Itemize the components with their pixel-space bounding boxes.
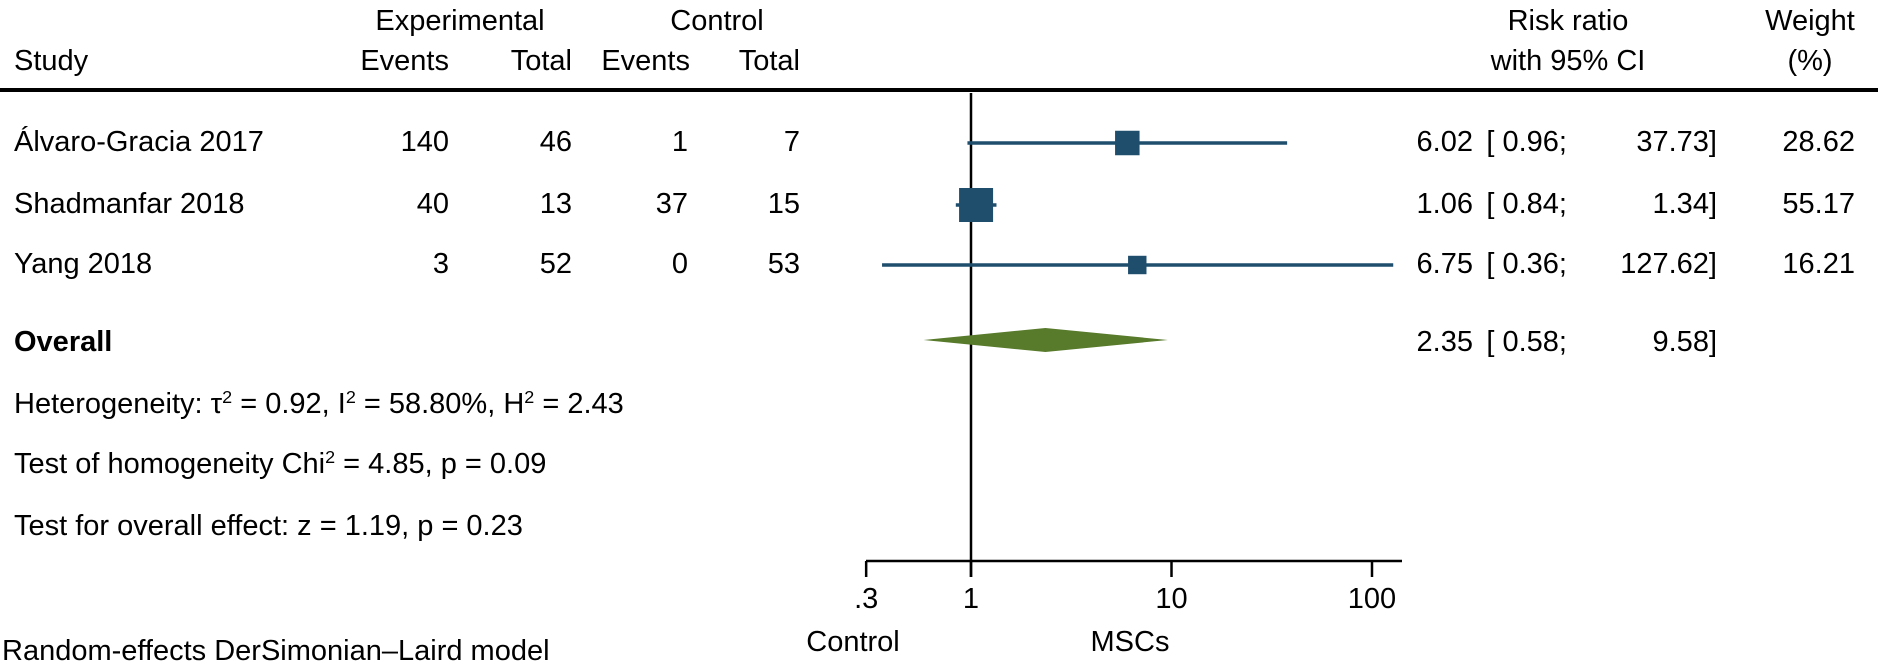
effect-square: [959, 188, 994, 222]
ci-high-text-value: 127.62]: [1620, 248, 1717, 281]
ci-low-text-value: [ 0.96;: [1486, 126, 1567, 159]
overall-effect-test-line: Test for overall effect: z = 1.19, p = 0…: [14, 510, 523, 543]
ctrl-total-value: 15: [767, 188, 800, 221]
experimental-group-header: Experimental: [375, 5, 545, 38]
x-axis-tick-label: 1: [962, 583, 980, 616]
stat-text: Heterogeneity: τ: [14, 388, 223, 421]
exp-total-value: 13: [539, 188, 572, 221]
exp-total-value: 52: [539, 248, 572, 281]
effect-square: [1128, 255, 1147, 275]
exp-events-value: 3: [432, 248, 449, 281]
weight-text-value: 28.62: [1782, 126, 1855, 159]
x-axis-tick-label: 10: [1155, 583, 1188, 616]
study-label: Yang 2018: [14, 248, 153, 281]
rr-text-value: 1.06: [1416, 188, 1473, 221]
overall-rr-value: 2.35: [1416, 326, 1473, 359]
ctrl-events-value: 1: [671, 126, 688, 159]
x-axis-tick-label: 100: [1347, 583, 1397, 616]
control-axis-label: Control: [806, 626, 900, 659]
ci-low-text-value: [ 0.36;: [1486, 248, 1567, 281]
weight-text-value: 16.21: [1782, 248, 1855, 281]
model-footnote: Random-effects DerSimonian–Laird model: [2, 635, 550, 666]
study-label: Shadmanfar 2018: [14, 188, 245, 221]
study-col-header: Study: [14, 45, 89, 78]
superscript-2: 2: [325, 447, 336, 468]
weight-header-line1: Weight: [1765, 5, 1855, 38]
ctrl-total-col-header: Total: [738, 45, 800, 78]
weight-text-value: 55.17: [1782, 188, 1855, 221]
overall-ci-high-value: 9.58]: [1652, 326, 1718, 359]
ctrl-total-value: 53: [767, 248, 800, 281]
stat-text: = 0.92, I: [232, 388, 346, 421]
study-label: Álvaro-Gracia 2017: [14, 126, 264, 159]
effect-square: [1115, 130, 1140, 156]
ctrl-events-value: 0: [671, 248, 688, 281]
risk-ratio-header-line1: Risk ratio: [1507, 5, 1629, 38]
overall-row-label: Overall: [14, 326, 113, 359]
exp-events-value: 40: [416, 188, 449, 221]
ctrl-events-value: 37: [655, 188, 688, 221]
superscript-2: 2: [222, 387, 233, 408]
stat-text: = 58.80%, H: [355, 388, 525, 421]
homogeneity-test-line: Test of homogeneity Chi2 = 4.85, p = 0.0…: [14, 447, 547, 481]
ctrl-total-value: 7: [783, 126, 800, 159]
superscript-2: 2: [345, 387, 356, 408]
rr-text-value: 6.75: [1416, 248, 1473, 281]
stat-text: Test of homogeneity Chi: [14, 448, 326, 481]
ci-high-text-value: 37.73]: [1636, 126, 1717, 159]
exp-events-value: 140: [400, 126, 449, 159]
heterogeneity-stats-line: Heterogeneity: τ2 = 0.92, I2 = 58.80%, H…: [14, 387, 624, 421]
x-axis-tick-label: .3: [854, 583, 879, 616]
rr-text-value: 6.02: [1416, 126, 1473, 159]
ci-high-text-value: 1.34]: [1652, 188, 1718, 221]
overall-ci-low-value: [ 0.58;: [1486, 326, 1567, 359]
exp-events-col-header: Events: [360, 45, 449, 78]
superscript-2: 2: [524, 387, 535, 408]
risk-ratio-header-line2: with 95% CI: [1490, 45, 1646, 78]
weight-header-line2: (%): [1787, 45, 1833, 78]
stat-text: = 2.43: [534, 388, 624, 421]
overall-diamond: [923, 328, 1168, 352]
exp-total-col-header: Total: [510, 45, 572, 78]
ctrl-events-col-header: Events: [601, 45, 690, 78]
header-rule: [0, 88, 1878, 92]
stat-text: = 4.85, p = 0.09: [335, 448, 547, 481]
exp-total-value: 46: [539, 126, 572, 159]
control-group-header: Control: [670, 5, 764, 38]
ci-low-text-value: [ 0.84;: [1486, 188, 1567, 221]
mscs-axis-label: MSCs: [1090, 626, 1170, 659]
